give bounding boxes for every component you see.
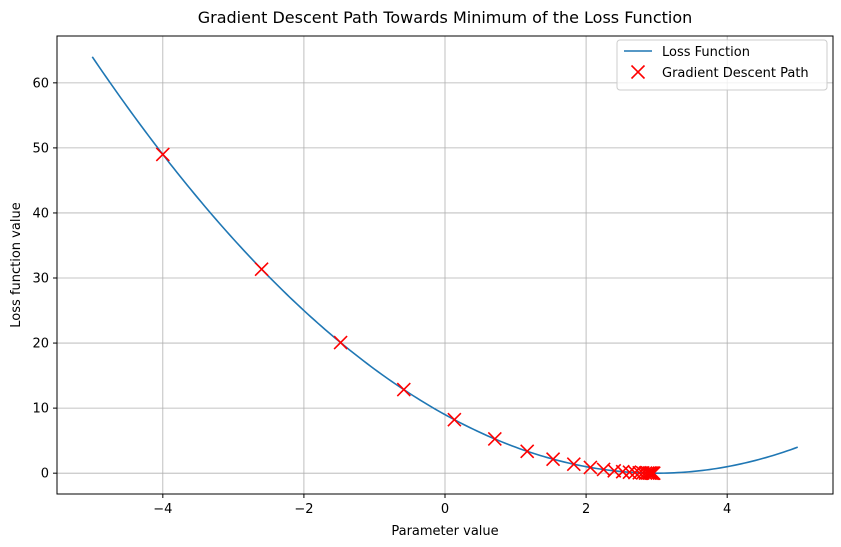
legend-label-gradient-descent-path: Gradient Descent Path	[662, 66, 809, 81]
gradient-descent-point	[640, 465, 655, 481]
y-tick-label: 50	[32, 141, 49, 156]
x-tick-label: −4	[153, 502, 172, 517]
gradient-descent-point	[583, 460, 598, 475]
gradient-descent-point	[487, 431, 502, 447]
gradient-descent-point	[520, 444, 535, 459]
x-tick-label: −2	[294, 502, 313, 517]
gradient-descent-point	[646, 466, 661, 481]
grid	[57, 36, 833, 494]
x-axis-title: Parameter value	[391, 524, 498, 539]
gradient-descent-point	[447, 412, 462, 427]
y-tick-label: 0	[41, 467, 49, 482]
chart-title: Gradient Descent Path Towards Minimum of…	[198, 8, 693, 27]
legend: Loss Function Gradient Descent Path	[616, 39, 828, 91]
gradient-descent-point	[155, 147, 170, 162]
x-tick-label: 2	[582, 502, 590, 517]
y-tick-label: 40	[32, 206, 49, 221]
x-tick-label: 4	[723, 502, 731, 517]
plot-series	[91, 56, 799, 481]
y-tick-label: 20	[32, 337, 49, 352]
y-axis-title: Loss function value	[9, 202, 24, 327]
y-tick-label: 30	[32, 272, 49, 287]
gradient-descent-point	[642, 466, 657, 481]
loss-function-line	[91, 56, 799, 474]
gradient-descent-point	[546, 452, 561, 467]
gradient-descent-point	[254, 262, 269, 277]
gradient-descent-point	[566, 457, 581, 472]
legend-marker-swatch	[630, 64, 646, 80]
gradient-descent-point	[396, 382, 411, 397]
y-tick-label: 60	[32, 76, 49, 91]
gradient-descent-point	[615, 464, 630, 479]
legend-box	[616, 39, 828, 91]
gradient-descent-point	[333, 335, 348, 350]
y-tick-label: 10	[32, 402, 49, 417]
legend-label-loss-function: Loss Function	[662, 45, 750, 60]
x-tick-label: 0	[441, 502, 449, 517]
